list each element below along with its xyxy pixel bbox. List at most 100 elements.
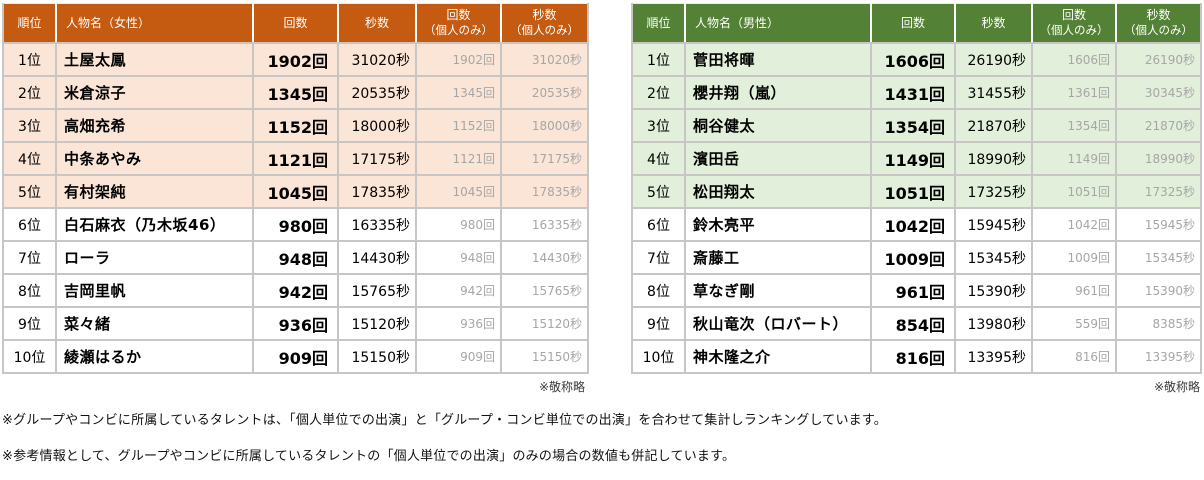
count-solo-cell: 948回 [415,240,502,275]
column-header: 人物名（男性） [684,3,871,44]
count-solo-cell: 961回 [1031,273,1117,308]
seconds-solo-cell: 30345秒 [1115,75,1202,110]
count-solo-cell: 1051回 [1031,174,1117,209]
count-cell: 854回 [870,306,956,341]
count-solo-cell: 1121回 [415,141,502,176]
count-cell: 1042回 [870,207,956,242]
count-cell: 1051回 [870,174,956,209]
male-table-body: 1位 菅田将暉 1606回 26190秒 1606回 26190秒 2位 櫻井翔（嵐） 1431… [631,42,1202,374]
rank-cell: 7位 [2,240,57,275]
count-cell: 816回 [870,339,956,374]
column-header: 順位 [632,3,685,44]
count-solo-cell: 909回 [415,339,502,374]
seconds-cell: 26190秒 [954,42,1033,77]
count-cell: 936回 [252,306,339,341]
column-header: 秒数 （個人のみ） [1115,3,1201,44]
count-cell: 948回 [252,240,339,275]
seconds-cell: 18000秒 [337,108,417,143]
count-cell: 1606回 [870,42,956,77]
name-cell: 高畑充希 [55,108,254,143]
name-cell: 松田翔太 [684,174,872,209]
seconds-cell: 13395秒 [954,339,1033,374]
rank-cell: 8位 [2,273,57,308]
seconds-cell: 31020秒 [337,42,417,77]
column-header-subline: （個人のみ） [510,23,579,38]
seconds-cell: 17835秒 [337,174,417,209]
seconds-solo-cell: 14430秒 [500,240,589,275]
seconds-cell: 15120秒 [337,306,417,341]
table-row: 6位 白石麻衣（乃木坂46） 980回 16335秒 980回 16335秒 [2,207,589,242]
seconds-solo-cell: 16335秒 [500,207,589,242]
count-solo-cell: 1149回 [1031,141,1117,176]
count-solo-cell: 1152回 [415,108,502,143]
seconds-cell: 18990秒 [954,141,1033,176]
column-header: 回数 （個人のみ） [415,3,501,44]
seconds-cell: 15945秒 [954,207,1033,242]
rank-cell: 2位 [631,75,686,110]
rank-cell: 10位 [631,339,686,374]
rank-cell: 10位 [2,339,57,374]
seconds-cell: 21870秒 [954,108,1033,143]
seconds-solo-cell: 15345秒 [1115,240,1202,275]
rank-cell: 5位 [631,174,686,209]
seconds-cell: 16335秒 [337,207,417,242]
table-row: 10位 神木隆之介 816回 13395秒 816回 13395秒 [631,339,1202,374]
seconds-solo-cell: 8385秒 [1115,306,1202,341]
name-cell: 濱田岳 [684,141,872,176]
name-cell: 櫻井翔（嵐） [684,75,872,110]
count-solo-cell: 1606回 [1031,42,1117,77]
name-cell: 吉岡里帆 [55,273,254,308]
name-cell: 秋山竜次（ロバート） [684,306,872,341]
name-cell: 菅田将暉 [684,42,872,77]
table-row: 1位 土屋太鳳 1902回 31020秒 1902回 31020秒 [2,42,589,77]
seconds-solo-cell: 21870秒 [1115,108,1202,143]
seconds-cell: 14430秒 [337,240,417,275]
count-solo-cell: 1042回 [1031,207,1117,242]
name-cell: 鈴木亮平 [684,207,872,242]
count-solo-cell: 1354回 [1031,108,1117,143]
table-row: 10位 綾瀬はるか 909回 15150秒 909回 15150秒 [2,339,589,374]
rank-cell: 8位 [631,273,686,308]
female-ranking-section: 順位 人物名（女性） 回数 秒数 回数 （個人のみ） 秒数 （個人のみ） 1位 土屋太鳳 1902… [2,3,589,395]
seconds-cell: 15765秒 [337,273,417,308]
name-cell: 神木隆之介 [684,339,872,374]
seconds-solo-cell: 15765秒 [500,273,589,308]
rank-cell: 9位 [2,306,57,341]
count-cell: 980回 [252,207,339,242]
count-solo-cell: 942回 [415,273,502,308]
count-solo-cell: 1361回 [1031,75,1117,110]
seconds-solo-cell: 17835秒 [500,174,589,209]
name-cell: 草なぎ剛 [684,273,872,308]
table-row: 7位 斎藤工 1009回 15345秒 1009回 15345秒 [631,240,1202,275]
rank-cell: 2位 [2,75,57,110]
rank-cell: 4位 [631,141,686,176]
column-header: 回数 （個人のみ） [1031,3,1116,44]
footnote-2: ※参考情報として、グループやコンビに所属しているタレントの「個人単位での出演」の… [2,449,736,464]
seconds-cell: 17175秒 [337,141,417,176]
table-row: 6位 鈴木亮平 1042回 15945秒 1042回 15945秒 [631,207,1202,242]
seconds-solo-cell: 13395秒 [1115,339,1202,374]
column-header: 秒数 [337,3,416,44]
column-header: 秒数 [954,3,1032,44]
count-cell: 942回 [252,273,339,308]
column-header: 回数 [252,3,338,44]
count-cell: 1045回 [252,174,339,209]
rank-cell: 6位 [631,207,686,242]
rank-cell: 9位 [631,306,686,341]
table-row: 1位 菅田将暉 1606回 26190秒 1606回 26190秒 [631,42,1202,77]
table-row: 9位 秋山竜次（ロバート） 854回 13980秒 559回 8385秒 [631,306,1202,341]
name-cell: 中条あやみ [55,141,254,176]
count-solo-cell: 1045回 [415,174,502,209]
female-table-body: 1位 土屋太鳳 1902回 31020秒 1902回 31020秒 2位 米倉涼子 1345回 2… [2,42,589,374]
seconds-solo-cell: 15390秒 [1115,273,1202,308]
seconds-solo-cell: 18000秒 [500,108,589,143]
table-row: 4位 中条あやみ 1121回 17175秒 1121回 17175秒 [2,141,589,176]
seconds-solo-cell: 15120秒 [500,306,589,341]
seconds-solo-cell: 17175秒 [500,141,589,176]
seconds-cell: 31455秒 [954,75,1033,110]
seconds-solo-cell: 26190秒 [1115,42,1202,77]
count-cell: 1009回 [870,240,956,275]
name-cell: 桐谷健太 [684,108,872,143]
count-cell: 1152回 [252,108,339,143]
column-header: 順位 [3,3,56,44]
